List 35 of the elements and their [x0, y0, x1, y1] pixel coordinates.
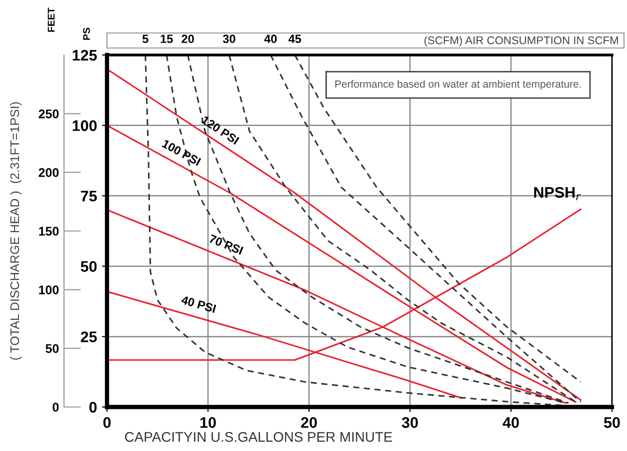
y-tick-label: 125 [72, 50, 97, 61]
y-axis-title: PS [83, 28, 90, 40]
series-label: 40 [264, 34, 277, 44]
y2-tick-label: 250 [38, 109, 59, 118]
y-tick-label: 50 [80, 261, 97, 272]
y-tick-label: 25 [80, 331, 97, 342]
y2-tick-label: 100 [39, 285, 59, 294]
x-tick-label: 10 [200, 417, 216, 428]
series-label: 20 [182, 34, 194, 44]
x-tick-label: 50 [604, 417, 620, 428]
text: 100 PSI [162, 139, 202, 166]
x-tick-label: 30 [402, 417, 418, 428]
y2-tick-label: 200 [38, 168, 59, 177]
y2-tick-label: 0 [52, 402, 59, 412]
y2-tick-label: 50 [46, 344, 59, 353]
x-tick-label: 40 [502, 417, 519, 428]
x-tick-label: 0 [103, 417, 111, 428]
series-label: 45 [288, 34, 302, 44]
annotation: Performance based on water at ambient temperature. [335, 80, 581, 90]
text: FEET [48, 8, 55, 32]
x2-axis-title: (SCFM) AIR CONSUMPTION IN SCFM [424, 36, 618, 46]
text: 120 PSI [201, 115, 240, 145]
series-label: 15 [160, 34, 173, 44]
y-tick-label: 100 [72, 120, 97, 132]
x-axis-title: CAPACITYIN U.S.GALLONS PER MINUTE [125, 432, 392, 442]
y-tick-label: 0 [89, 402, 97, 413]
y2-tick-label: 150 [39, 226, 59, 236]
series-label: 30 [222, 34, 236, 44]
y-tick-label: 75 [80, 190, 97, 202]
series-label: 5 [142, 34, 148, 44]
text: 70 PSI [208, 234, 244, 255]
y2-axis-title: ( TOTAL DISCHARGE HEAD ) (2.31FT=1PSI) [10, 102, 22, 360]
x-tick-label: 20 [301, 417, 317, 428]
text: 40 PSI [180, 295, 216, 313]
series-label: NPSH$_{r}$ [534, 187, 581, 200]
